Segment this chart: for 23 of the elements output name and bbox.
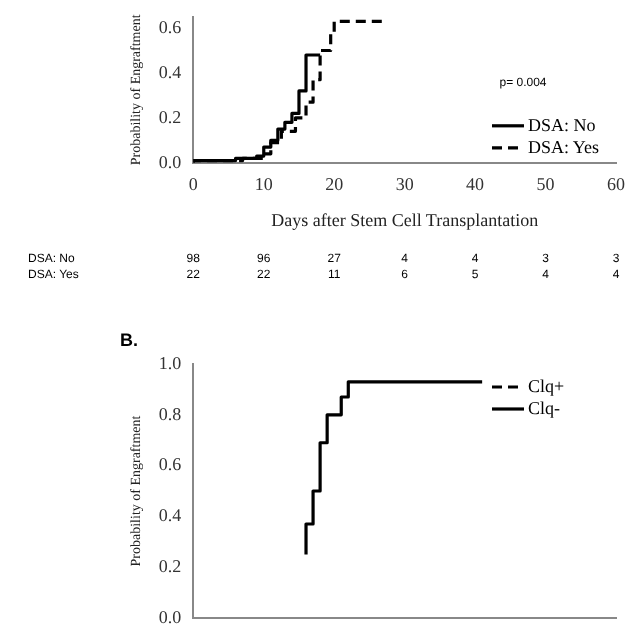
- x-tick-label: 60: [607, 174, 626, 195]
- x-axis-title: Days after Stem Cell Transplantation: [271, 209, 540, 230]
- legend-label: DSA: Yes: [528, 136, 601, 157]
- legend-label: Clq-: [528, 397, 561, 418]
- legend-label: DSA: No: [528, 114, 597, 135]
- y-tick-label: 0.6: [158, 454, 183, 475]
- y-tick-label: 1.0: [158, 352, 183, 373]
- x-tick-label: 0: [188, 174, 199, 195]
- x-tick-label: 40: [466, 174, 486, 195]
- legend-label: Clq+: [528, 375, 565, 396]
- x-tick-label: 10: [254, 174, 274, 195]
- x-tick-label: 20: [325, 174, 345, 195]
- y-tick-label: 0.2: [158, 106, 182, 127]
- y-tick-label: 0.6: [158, 16, 183, 37]
- x-tick-label: 50: [536, 174, 556, 195]
- y-tick-label: 0.2: [158, 555, 182, 576]
- y-tick-label: 0.8: [158, 403, 183, 424]
- y-tick-label: 0.0: [158, 606, 183, 627]
- y-tick-label: 0.4: [158, 505, 183, 526]
- chart-title: B.: [120, 329, 138, 350]
- x-tick-label: 30: [395, 174, 415, 195]
- y-tick-label: 0.0: [158, 151, 183, 172]
- y-tick-label: 0.4: [158, 61, 183, 82]
